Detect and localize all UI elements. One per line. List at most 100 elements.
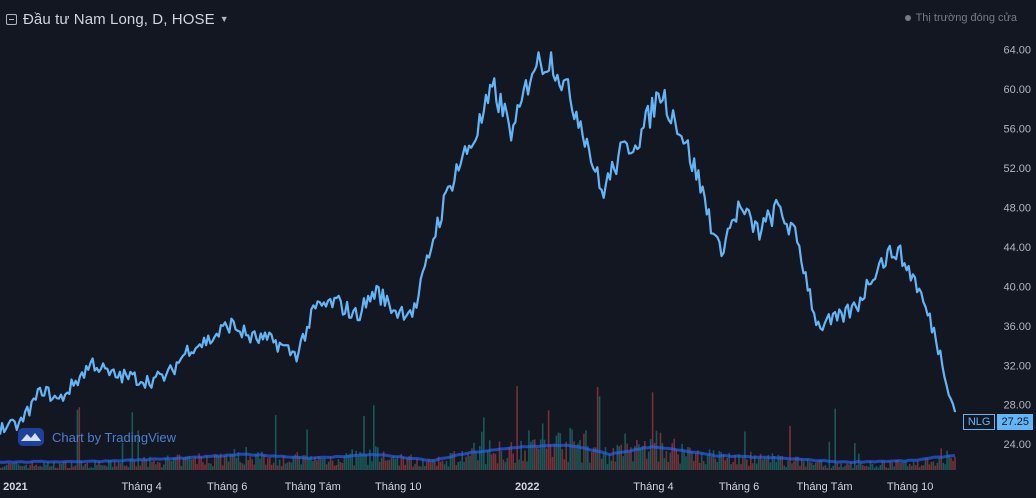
volume-bar [954,456,956,470]
volume-bar [918,467,921,470]
volume-bar [294,454,297,470]
volume-bar [51,465,53,470]
volume-bar [512,453,514,470]
volume-bar [94,460,96,470]
volume-bar [388,459,391,470]
volume-bar [842,467,844,470]
volume-bar [367,464,369,470]
tradingview-logo-icon [18,428,44,446]
volume-bar [219,453,222,470]
volume-bar [225,455,228,470]
tradingview-watermark[interactable]: Chart by TradingView [18,428,176,446]
price-axis-label: 52.00 [1003,163,1031,175]
volume-bar [166,455,169,470]
volume-bar [359,451,361,470]
volume-bar [39,466,41,470]
volume-bar [738,454,740,470]
symbol-legend[interactable]: Đầu tư Nam Long, D, HOSE ▼ [6,9,229,29]
volume-bar [885,467,887,470]
volume-bar [404,464,406,470]
volume-bar [314,456,316,470]
volume-bar [865,465,868,470]
volume-bar [657,461,660,470]
volume-bar [783,465,785,470]
volume-bar [255,453,257,470]
volume-bar [298,456,300,470]
volume-bar [673,438,675,470]
volume-bar [214,454,216,470]
volume-bar [431,459,434,470]
volume-bar [871,464,874,470]
volume-bar [679,463,681,470]
volume-bar [932,461,935,470]
volume-bar [785,467,787,470]
volume-bar [685,456,687,470]
volume-ma [0,443,956,464]
volume-bar [15,462,18,470]
volume-bar [942,462,944,470]
volume-bar [463,461,465,470]
volume-bar [157,461,159,470]
volume-bar [119,463,122,470]
volume-bar [573,441,575,470]
volume-bar [875,466,878,470]
volume-bar [647,451,650,470]
price-axis[interactable]: 64.00 60.00 56.00 52.00 48.00 44.00 40.00 36.00… [1003,45,1031,451]
volume-bar [394,458,397,470]
volume-bar [816,461,819,470]
time-axis-label: Tháng Tám [285,481,341,493]
volume-bar [651,392,654,470]
volume-bar [479,446,481,470]
volume-bar [899,462,901,470]
volume-bar [557,432,560,470]
volume-bar [320,458,322,470]
volume-bar [604,447,607,470]
chevron-down-icon[interactable]: ▼ [219,14,229,24]
volume-bar [424,466,426,470]
market-status-label: Thị trường đóng cửa [915,12,1017,24]
collapse-legend-icon[interactable] [6,13,17,25]
volume-bar [353,465,355,470]
volume-bar [400,454,403,470]
volume-bar [329,456,332,470]
volume-bar [451,453,454,470]
volume-bar [587,446,589,470]
volume-bar [80,460,83,470]
volume-bar [702,461,705,470]
volume-bar [826,467,829,470]
volume-bar [484,464,487,470]
price-axis-label: 48.00 [1003,203,1031,215]
volume-bar [610,460,613,470]
volume-bar [249,456,251,470]
volume-bar [410,454,412,470]
volume-bar [905,461,907,470]
volume-bar [846,463,848,470]
volume-bar [251,459,253,470]
volume-bar [322,458,324,470]
volume-bar [257,452,259,470]
volume-bar [304,455,306,470]
volume-bar [645,458,648,470]
volume-bar [543,439,546,470]
volume-bar [812,465,815,470]
time-axis[interactable]: 2021 Tháng 4 Tháng 6 Tháng Tám Tháng 10 2022 T… [3,481,933,493]
volume-bar [912,461,915,470]
volume-bar [771,453,774,470]
volume-bar [174,457,177,470]
volume-bars [0,386,956,470]
volume-bar [642,445,644,470]
volume-bar [117,461,120,470]
volume-bar [730,464,732,470]
price-axis-label: 24.00 [1003,439,1031,451]
volume-bar [708,449,711,470]
last-price-tag: NLG 27.25 [962,414,1033,430]
volume-bar [288,461,291,470]
volume-bar [591,451,593,470]
volume-bar [111,466,114,470]
volume-bar [396,456,399,470]
volume-bar [435,465,438,470]
symbol-title[interactable]: Đầu tư Nam Long, D, HOSE [23,10,215,28]
price-line [0,51,957,435]
